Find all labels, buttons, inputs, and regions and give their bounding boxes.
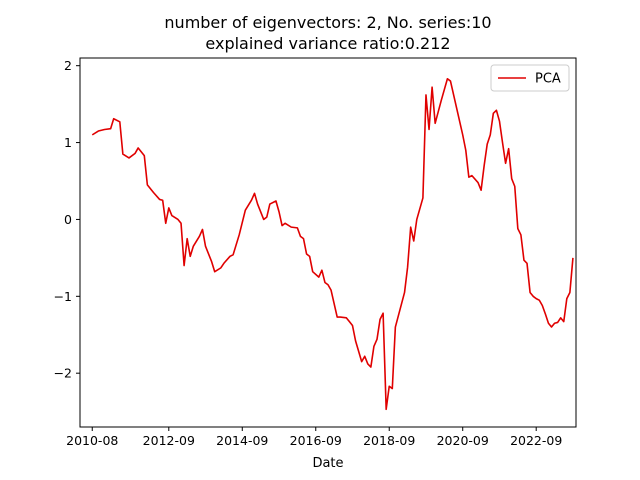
- x-axis-label: Date: [312, 456, 343, 471]
- y-tick-label: 2: [64, 58, 72, 73]
- axes-frame: [79, 57, 577, 428]
- y-tick-label: 0: [64, 212, 72, 227]
- chart-subtitle: explained variance ratio:0.212: [205, 34, 450, 53]
- x-tick-label: 2020-09: [437, 433, 489, 448]
- x-tick-label: 2018-09: [363, 433, 415, 448]
- x-axis: 2010-08 2012-09 2014-09 2016-09 2018-09 2020-…: [66, 427, 562, 448]
- y-tick-label: −2: [54, 366, 72, 381]
- chart-title: number of eigenvectors: 2, No. series:10: [164, 13, 491, 32]
- y-tick-label: −1: [54, 289, 72, 304]
- y-tick-label: 1: [64, 135, 72, 150]
- plot-area: [79, 57, 577, 428]
- y-axis: −2 −1 0 1 2: [54, 58, 80, 381]
- legend: PCA: [490, 64, 570, 92]
- x-tick-label: 2010-08: [66, 433, 118, 448]
- legend-label: PCA: [535, 72, 561, 87]
- x-tick-label: 2016-09: [290, 433, 342, 448]
- legend-box: [490, 64, 570, 92]
- x-tick-label: 2022-09: [510, 433, 562, 448]
- x-tick-label: 2014-09: [216, 433, 268, 448]
- x-tick-label: 2012-09: [143, 433, 195, 448]
- series-line-0: [91, 77, 574, 411]
